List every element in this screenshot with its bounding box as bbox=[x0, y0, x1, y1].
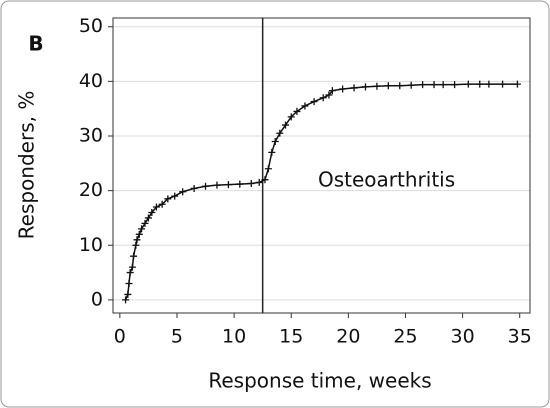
x-tick-label: 0 bbox=[114, 326, 126, 348]
point-marker bbox=[319, 94, 327, 102]
point-marker bbox=[384, 82, 392, 90]
point-marker bbox=[164, 195, 172, 203]
y-tick-label: 20 bbox=[79, 179, 103, 201]
point-marker bbox=[439, 81, 447, 89]
point-marker bbox=[224, 181, 232, 189]
point-marker bbox=[361, 83, 369, 91]
x-tick-label: 25 bbox=[393, 326, 417, 348]
x-tick-label: 10 bbox=[222, 326, 246, 348]
point-marker bbox=[236, 180, 244, 188]
point-marker bbox=[144, 214, 152, 222]
plot-area bbox=[112, 17, 531, 314]
x-tick-label: 15 bbox=[279, 326, 303, 348]
point-marker bbox=[350, 84, 358, 92]
point-marker bbox=[255, 178, 263, 186]
point-marker bbox=[264, 165, 272, 173]
point-marker bbox=[141, 219, 149, 227]
annotation: Osteoarthritis bbox=[318, 168, 455, 192]
point-marker bbox=[158, 200, 166, 208]
y-tick-label: 50 bbox=[79, 15, 103, 37]
point-marker bbox=[202, 182, 210, 190]
point-marker bbox=[464, 80, 472, 88]
point-marker bbox=[407, 81, 415, 89]
point-marker bbox=[287, 113, 295, 121]
point-marker bbox=[328, 87, 336, 95]
point-marker bbox=[451, 81, 459, 89]
x-tick-label: 5 bbox=[171, 326, 183, 348]
point-marker bbox=[476, 80, 484, 88]
x-axis-label: Response time, weeks bbox=[208, 369, 431, 393]
point-marker bbox=[499, 80, 507, 88]
y-tick-label: 40 bbox=[79, 70, 103, 92]
point-marker bbox=[513, 80, 521, 88]
point-marker bbox=[179, 188, 187, 196]
point-marker bbox=[485, 80, 493, 88]
point-marker bbox=[213, 181, 221, 189]
x-tick-label: 20 bbox=[336, 326, 360, 348]
point-marker bbox=[135, 230, 143, 238]
point-marker bbox=[325, 91, 333, 99]
y-tick-label: 10 bbox=[79, 234, 103, 256]
point-marker bbox=[247, 180, 255, 188]
y-tick-label: 0 bbox=[91, 288, 103, 310]
point-marker bbox=[282, 121, 290, 129]
y-tick-label: 30 bbox=[79, 125, 103, 147]
point-marker bbox=[373, 82, 381, 90]
point-marker bbox=[133, 236, 141, 244]
point-marker bbox=[130, 252, 138, 260]
point-marker bbox=[293, 107, 301, 115]
point-marker bbox=[128, 263, 136, 271]
panel-label: B bbox=[28, 32, 43, 56]
point-marker bbox=[126, 269, 134, 277]
point-marker bbox=[271, 137, 279, 145]
point-marker bbox=[122, 296, 130, 304]
point-marker bbox=[310, 98, 318, 106]
point-marker bbox=[339, 85, 347, 93]
point-marker bbox=[261, 176, 269, 184]
point-marker bbox=[138, 225, 146, 233]
point-marker bbox=[148, 208, 156, 216]
point-marker bbox=[419, 81, 427, 89]
x-tick-label: 30 bbox=[451, 326, 475, 348]
point-marker bbox=[276, 129, 284, 137]
point-marker bbox=[171, 192, 179, 200]
point-marker bbox=[430, 81, 438, 89]
point-marker bbox=[124, 290, 132, 298]
point-marker bbox=[132, 241, 140, 249]
point-marker bbox=[152, 203, 160, 211]
point-marker bbox=[268, 148, 276, 156]
x-tick-label: 35 bbox=[508, 326, 532, 348]
point-marker bbox=[125, 280, 133, 287]
point-marker bbox=[190, 184, 198, 192]
point-marker bbox=[301, 102, 309, 110]
y-axis-label: Responders, % bbox=[15, 91, 39, 240]
point-marker bbox=[396, 82, 404, 90]
